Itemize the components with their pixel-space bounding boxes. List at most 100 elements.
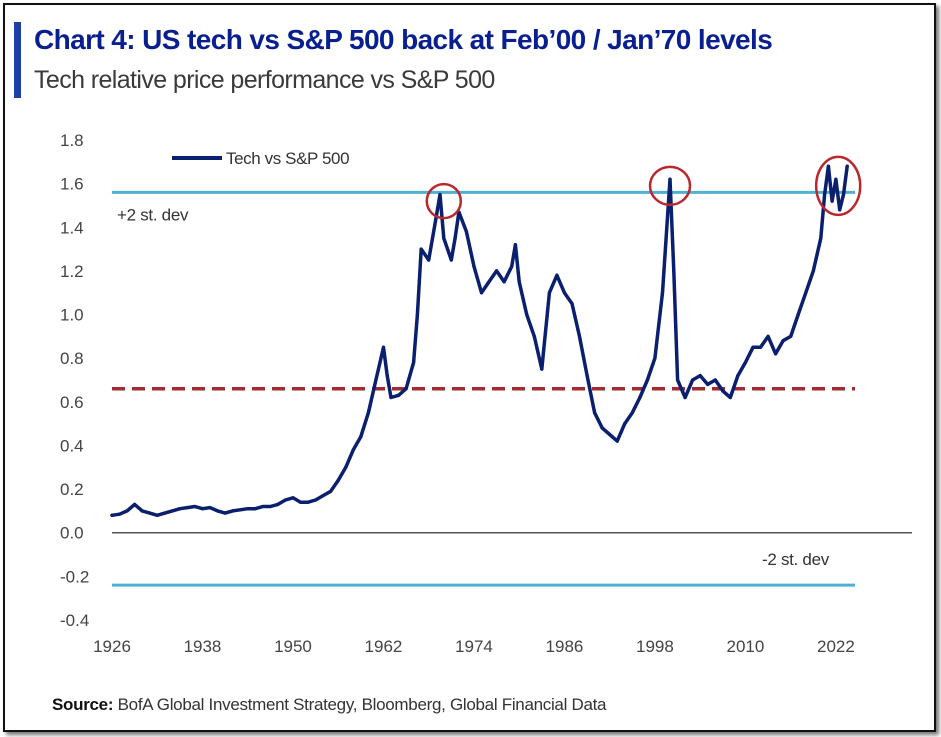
series-point: [449, 258, 453, 262]
series-point: [389, 395, 393, 400]
series-point: [291, 496, 295, 500]
series-point: [608, 432, 612, 437]
series-point: [562, 291, 567, 295]
series-point: [185, 506, 190, 510]
series-point: [672, 269, 676, 273]
series-point: [385, 374, 389, 378]
series-point: [479, 291, 484, 295]
series-point: [351, 448, 355, 452]
series-point: [645, 378, 649, 382]
y-tick-label: 1.6: [60, 175, 84, 194]
series-point: [314, 498, 318, 502]
highlight-circle: [814, 155, 862, 217]
series-point: [675, 378, 680, 382]
series-point: [517, 280, 521, 284]
series-point: [623, 422, 627, 426]
series-point: [736, 374, 740, 378]
series-point: [841, 192, 846, 197]
legend-label: Tech vs S&P 500: [226, 149, 349, 168]
series-point: [630, 411, 634, 415]
series-point: [215, 509, 220, 513]
series-point: [163, 511, 167, 515]
series-point: [683, 395, 687, 400]
series-point: [691, 378, 695, 382]
series-point: [283, 498, 288, 502]
series-point: [751, 345, 755, 349]
plus-2-stdev-label: +2 st. dev: [117, 205, 189, 224]
series-point: [758, 345, 763, 349]
series-point: [789, 334, 793, 338]
series-point: [502, 280, 506, 284]
series-line-tech-vs-sp500: [110, 164, 849, 518]
series-point: [570, 302, 574, 306]
series-point: [555, 273, 559, 277]
y-tick-label: 0.4: [60, 436, 84, 455]
series-point: [359, 435, 363, 439]
series-point: [838, 208, 842, 212]
series-point: [823, 192, 827, 197]
series-point: [615, 439, 619, 443]
series-point: [494, 269, 499, 273]
series-point: [344, 465, 348, 469]
series-point: [238, 508, 242, 512]
series-point: [834, 177, 838, 181]
y-tick-label: 1.2: [60, 262, 84, 281]
series-point: [721, 389, 725, 393]
series-point: [321, 494, 325, 498]
x-tick-label: 1962: [365, 637, 403, 656]
series-point: [208, 506, 212, 510]
series-point: [148, 511, 152, 515]
x-tick-label: 2022: [817, 637, 855, 656]
series-point: [600, 426, 604, 430]
series-point: [781, 339, 785, 343]
series-point: [819, 236, 823, 240]
highlight-circle: [425, 182, 463, 220]
y-tick-label: 1.8: [60, 131, 84, 150]
series-point: [540, 367, 544, 371]
series-point: [438, 192, 442, 197]
title-accent-bar: [14, 22, 21, 98]
y-tick-label: 1.0: [60, 306, 84, 325]
series-point: [532, 334, 536, 338]
series-point: [773, 352, 778, 356]
source-text: BofA Global Investment Strategy, Bloombe…: [117, 695, 607, 714]
series-point: [374, 378, 378, 382]
series-point: [200, 507, 205, 511]
series-point: [117, 512, 122, 516]
minus-2-stdev-label: -2 st. dev: [762, 550, 830, 569]
series-point: [585, 374, 589, 378]
series-point: [510, 264, 514, 269]
x-tick-label: 1950: [274, 637, 312, 656]
x-tick-label: 2010: [727, 637, 765, 656]
series-point: [660, 291, 665, 295]
series-point: [593, 411, 597, 415]
y-tick-label: 0.8: [60, 349, 84, 368]
series-point: [155, 513, 159, 517]
series-point: [246, 507, 250, 511]
y-tick-label: -0.4: [60, 611, 89, 630]
y-tick-label: 0.6: [60, 393, 84, 412]
y-tick-label: 1.4: [60, 218, 84, 237]
series-point: [140, 509, 144, 513]
chart-subtitle: Tech relative price performance vs S&P 5…: [34, 66, 495, 94]
series-point: [404, 387, 408, 391]
x-tick-label: 1938: [184, 637, 222, 656]
chart-title: Chart 4: US tech vs S&P 500 back at Feb’…: [34, 24, 773, 55]
x-tick-label: 1986: [546, 637, 584, 656]
series-point: [464, 230, 469, 234]
highlight-circle: [648, 165, 692, 207]
series-point: [728, 395, 732, 400]
series-point: [811, 269, 815, 273]
series-point: [513, 243, 518, 247]
series-point: [412, 360, 416, 365]
series-point: [381, 345, 386, 349]
series-point: [276, 502, 280, 506]
series-point: [366, 411, 370, 415]
series-point: [133, 502, 137, 506]
series-point: [329, 489, 333, 493]
series-point: [427, 258, 431, 262]
series-point: [253, 507, 257, 511]
series-point: [396, 393, 401, 397]
y-tick-label: -0.2: [60, 567, 89, 586]
series-point: [547, 291, 551, 295]
